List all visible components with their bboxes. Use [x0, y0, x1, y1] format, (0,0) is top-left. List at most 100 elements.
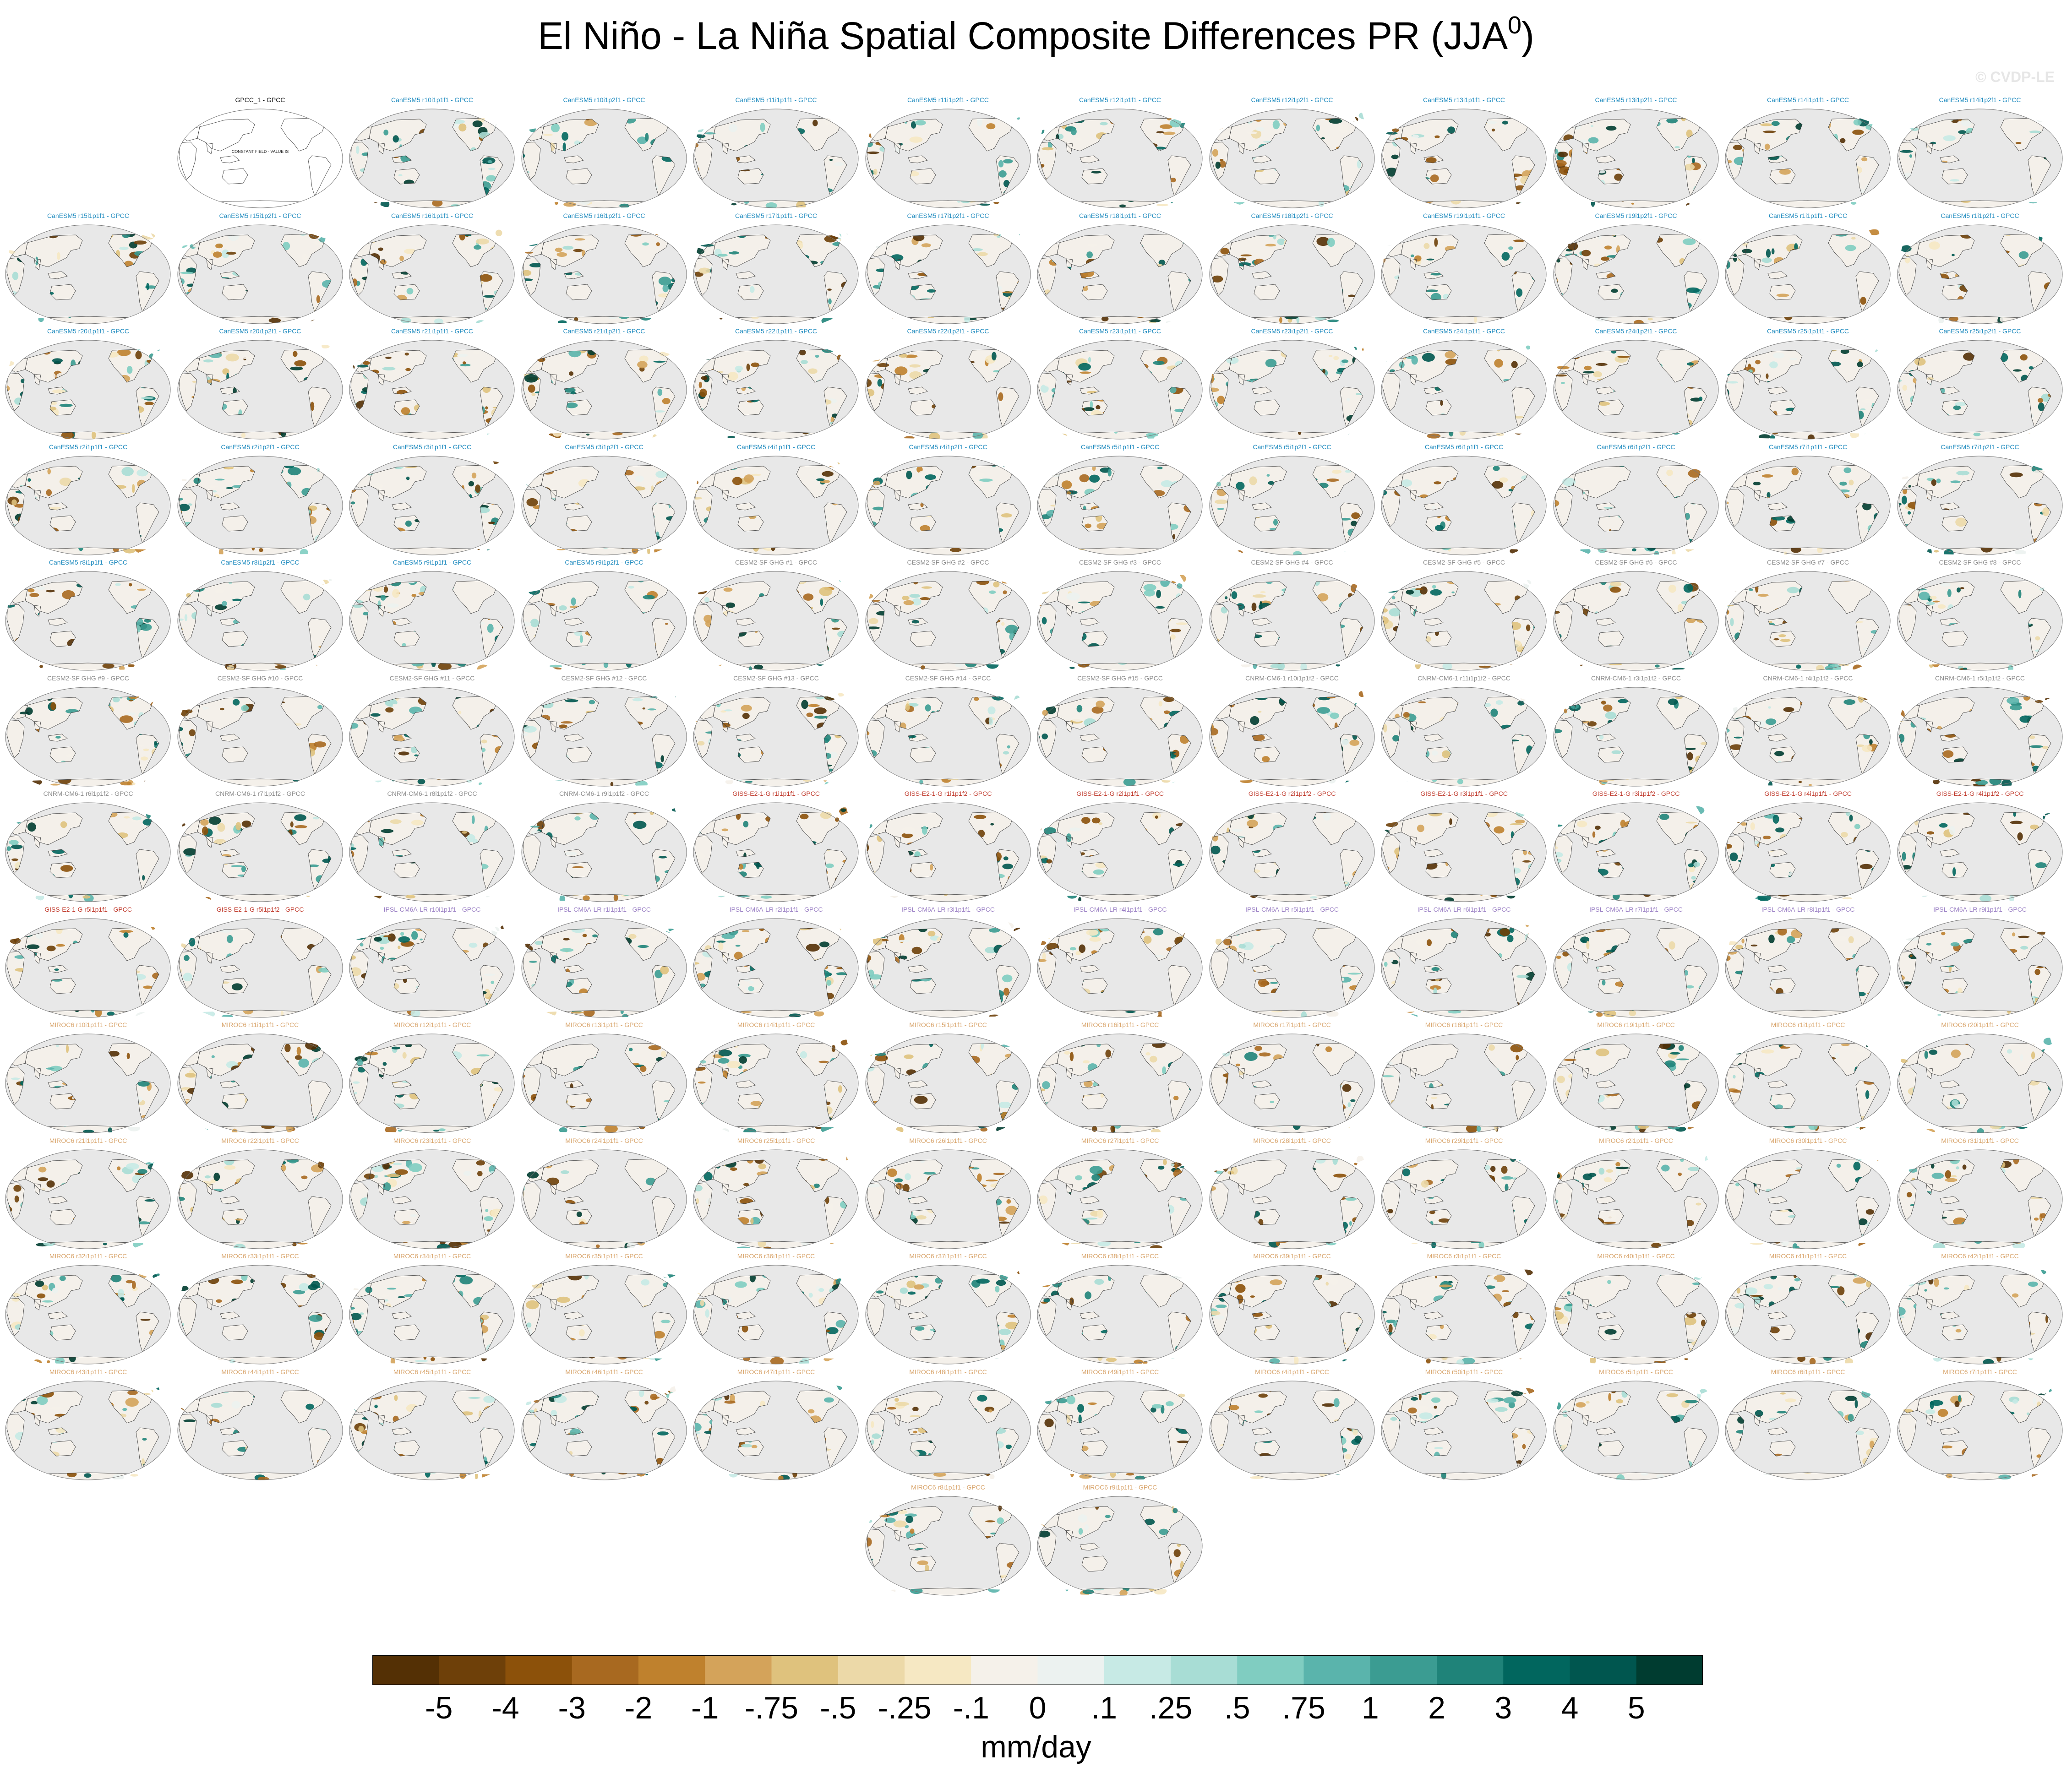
landmass-greenland — [2039, 344, 2052, 353]
panel-title: GISS-E2-1-G r3i1p1f1 - GPCC — [1420, 790, 1508, 797]
map-panel: CanESM5 r11i1p1f1 - GPCC — [690, 96, 862, 211]
colorbar-swatch — [1636, 1655, 1703, 1685]
landmass-greenland — [1696, 113, 1708, 122]
map-panel: CanESM5 r25i1p1f1 - GPCC — [1722, 327, 1894, 442]
landmass-greenland — [836, 1269, 848, 1278]
landmass-africa — [1898, 1414, 1916, 1452]
landmass-asia — [541, 1275, 599, 1307]
map-projection — [1725, 571, 1891, 671]
panel-title: CESM2-SF GHG #15 - GPCC — [1077, 674, 1163, 682]
panel-title: GISS-E2-1-G r4i1p1f2 - GPCC — [1936, 790, 2024, 797]
map-projection — [1725, 687, 1891, 786]
landmass-south-america — [308, 502, 331, 543]
landmass-south-america — [480, 1312, 503, 1352]
landmass-maritime — [48, 1312, 67, 1319]
landmass-greenland — [1008, 1153, 1020, 1163]
map-projection — [5, 1149, 171, 1249]
landmass-africa — [1383, 257, 1400, 295]
map-panel: GISS-E2-1-G r2i1p1f1 - GPCC — [1034, 790, 1206, 904]
map-projection — [1381, 918, 1547, 1017]
panel-title: MIROC6 r34i1p1f1 - GPCC — [393, 1252, 471, 1260]
landmass-south-america — [1340, 618, 1363, 658]
landmass-south-america — [480, 1196, 503, 1237]
landmass-asia — [1229, 466, 1287, 498]
landmass-maritime — [392, 1196, 411, 1204]
landmass-greenland — [664, 1038, 676, 1047]
map-panel: GISS-E2-1-G r3i1p1f2 - GPCC — [1550, 790, 1722, 904]
map-panel: CanESM5 r16i1p2f1 - GPCC — [518, 212, 690, 326]
map-projection — [693, 687, 859, 786]
landmass-greenland — [148, 575, 160, 584]
landmass-greenland — [1180, 1384, 1192, 1394]
panel-title: MIROC6 r8i1p1f1 - GPCC — [911, 1484, 985, 1491]
landmass-australia — [50, 746, 76, 762]
landmass-north-america — [1656, 118, 1701, 151]
landmass-south-america — [1168, 1427, 1191, 1468]
landmass-maritime — [1080, 734, 1099, 741]
landmass-maritime — [1252, 965, 1271, 973]
landmass-south-america — [1168, 849, 1191, 890]
map-projection — [1037, 1496, 1203, 1596]
map-projection — [1897, 1265, 2062, 1365]
panel-title: CanESM5 r4i1p2f1 - GPCC — [909, 443, 987, 451]
landmass-australia — [1426, 400, 1451, 415]
landmass-australia — [50, 1325, 76, 1340]
colorbar-swatch — [372, 1655, 439, 1685]
map-projection — [1553, 1149, 1718, 1249]
landmass-greenland — [148, 1153, 160, 1163]
landmass-australia — [394, 1325, 420, 1340]
landmass-greenland — [1696, 1038, 1708, 1047]
colorbar-swatch — [705, 1655, 772, 1685]
landmass-africa — [1554, 257, 1572, 295]
landmass-greenland — [664, 459, 676, 469]
map-projection — [1209, 340, 1374, 440]
landmass-africa — [1554, 951, 1572, 989]
landmass-africa — [351, 836, 368, 873]
panel-title: CanESM5 r17i1p1f1 - GPCC — [735, 212, 817, 219]
landmass-greenland — [1180, 1269, 1192, 1278]
panel-title: CESM2-SF GHG #6 - GPCC — [1595, 559, 1677, 566]
landmass-north-america — [109, 812, 153, 845]
landmass-south-america — [824, 849, 847, 890]
map-panel: CNRM-CM6-1 r4i1p1f2 - GPCC — [1722, 674, 1894, 789]
landmass-south-america — [1512, 502, 1535, 543]
landmass-maritime — [1252, 1427, 1271, 1435]
landmass-africa — [351, 489, 368, 527]
landmass-north-america — [1140, 812, 1185, 845]
landmass-south-america — [136, 849, 159, 890]
landmass-greenland — [492, 691, 504, 700]
landmass-south-america — [996, 1081, 1019, 1121]
panel-title: CanESM5 r14i1p1f1 - GPCC — [1767, 96, 1849, 103]
landmass-asia — [885, 1275, 943, 1307]
panel-title: CanESM5 r18i1p1f1 - GPCC — [1079, 212, 1161, 219]
map-panel: CanESM5 r2i1p1f1 - GPCC — [2, 443, 174, 558]
landmass-asia — [197, 1044, 255, 1076]
landmass-asia — [541, 234, 599, 267]
landmass-greenland — [320, 691, 332, 700]
landmass-greenland — [320, 113, 332, 122]
landmass-greenland — [664, 344, 676, 353]
panel-title: MIROC6 r3i1p1f1 - GPCC — [1427, 1252, 1501, 1260]
panel-title: MIROC6 r39i1p1f1 - GPCC — [1253, 1252, 1331, 1260]
map-projection — [1897, 1033, 2062, 1133]
landmass-asia — [885, 1044, 943, 1076]
landmass-north-america — [1140, 1043, 1185, 1076]
landmass-north-america — [968, 349, 1014, 382]
landmass-south-america — [1168, 156, 1191, 196]
map-panel: CESM2-SF GHG #5 - GPCC — [1378, 559, 1550, 673]
landmass-north-america — [1140, 234, 1185, 267]
landmass-north-america — [796, 1043, 841, 1076]
panel-title: CanESM5 r7i1p1f1 - GPCC — [1768, 443, 1848, 451]
figure-title-superscript: 0 — [1507, 11, 1522, 39]
landmass-greenland — [1180, 1153, 1192, 1163]
panel-title: MIROC6 r45i1p1f1 - GPCC — [393, 1368, 471, 1376]
landmass-greenland — [836, 575, 848, 584]
landmass-greenland — [1008, 1384, 1020, 1394]
landmass-greenland — [1180, 691, 1192, 700]
landmass-australia — [1598, 631, 1624, 647]
landmass-africa — [1554, 604, 1572, 642]
panel-title: CanESM5 r19i1p2f1 - GPCC — [1595, 212, 1677, 219]
landmass-africa — [1383, 489, 1400, 527]
landmass-africa — [7, 1414, 24, 1452]
landmass-greenland — [1524, 1153, 1536, 1163]
